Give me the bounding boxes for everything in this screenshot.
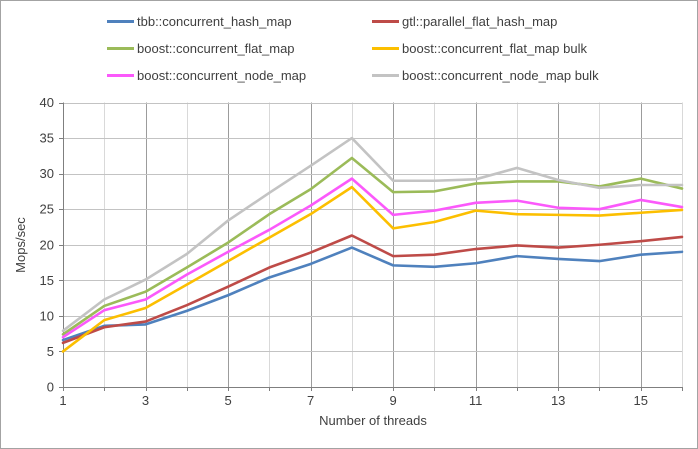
series-line (61, 136, 684, 333)
legend-item: gtl::parallel_flat_hash_map (372, 14, 599, 29)
y-tick-label: 20 (40, 237, 54, 252)
legend-item: tbb::concurrent_hash_map (107, 14, 372, 29)
legend-item: boost::concurrent_flat_map (107, 41, 372, 56)
series-swatch-icon (107, 47, 134, 50)
legend-item: boost::concurrent_node_map bulk (372, 68, 599, 83)
x-tick-label: 11 (469, 393, 483, 408)
legend-item: boost::concurrent_node_map (107, 68, 372, 83)
y-tick-label: 25 (40, 202, 54, 217)
chart-legend: tbb::concurrent_hash_map gtl::parallel_f… (107, 14, 599, 83)
legend-label: boost::concurrent_flat_map (137, 41, 295, 56)
x-tick-label: 13 (551, 393, 565, 408)
legend-label: boost::concurrent_node_map bulk (402, 68, 599, 83)
x-tick-label: 15 (633, 393, 647, 408)
series-line (61, 246, 684, 342)
series-line (61, 177, 684, 339)
series-swatch-icon (372, 20, 399, 23)
legend-label: boost::concurrent_node_map (137, 68, 307, 83)
series-swatch-icon (372, 47, 399, 50)
series-line (61, 185, 684, 353)
x-axis-title: Number of threads (319, 413, 427, 428)
y-tick-label: 40 (40, 95, 54, 110)
legend-label: tbb::concurrent_hash_map (137, 14, 292, 29)
x-tick-label: 3 (142, 393, 149, 408)
y-tick-label: 15 (40, 273, 54, 288)
series-swatch-icon (107, 20, 134, 23)
y-tick-label: 5 (47, 344, 54, 359)
legend-label: boost::concurrent_flat_map bulk (402, 41, 587, 56)
x-tick-label: 7 (307, 393, 314, 408)
legend-item: boost::concurrent_flat_map bulk (372, 41, 599, 56)
y-tick-label: 0 (47, 380, 54, 395)
y-axis-title: Mops/sec (13, 217, 28, 273)
series-swatch-icon (372, 74, 399, 77)
y-tick-label: 10 (40, 308, 54, 323)
legend-label: gtl::parallel_flat_hash_map (402, 14, 558, 29)
x-tick-label: 9 (390, 393, 397, 408)
x-tick-label: 5 (224, 393, 231, 408)
series-swatch-icon (107, 74, 134, 77)
x-tick-label: 1 (59, 393, 66, 408)
y-tick-label: 35 (40, 131, 54, 146)
series-line (61, 234, 684, 345)
y-tick-label: 30 (40, 166, 54, 181)
